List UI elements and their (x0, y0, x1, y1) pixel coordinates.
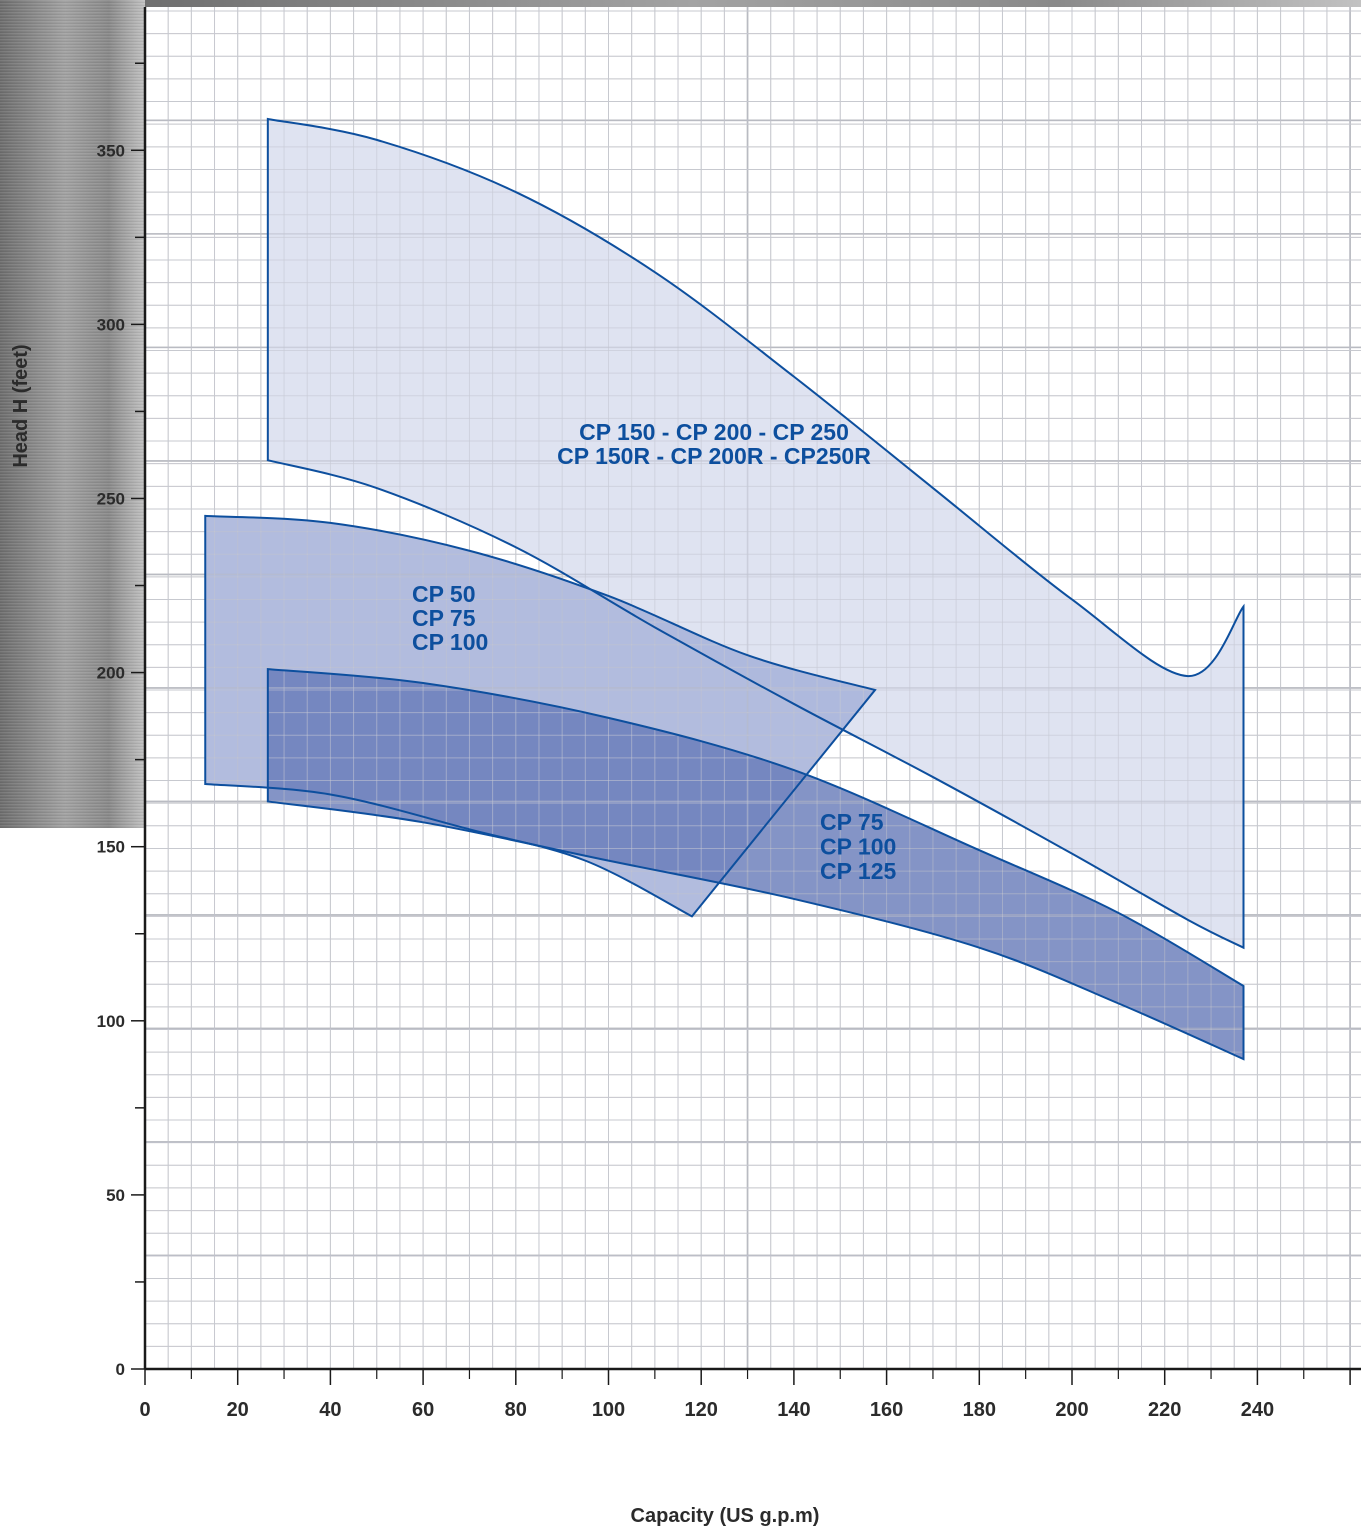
x-tick-label: 160 (870, 1399, 903, 1421)
band-cp50-cp100-label: CP 75 (412, 605, 476, 631)
band-cp75-cp125-fill (267, 669, 1244, 1060)
x-tick-label: 180 (963, 1399, 996, 1421)
x-tick-label: 100 (592, 1399, 625, 1421)
band-cp50-cp100-label: CP 100 (412, 629, 488, 655)
x-tick-label: 80 (505, 1399, 527, 1421)
band-cp150-cp250-outline (266, 117, 1245, 950)
x-tick-label: 240 (1241, 1399, 1274, 1421)
axes: 0 20 40 60 80 100 120 140 160 180 200 220 240 0 50 100 1… (97, 7, 1361, 1421)
x-tick-label: 60 (412, 1399, 434, 1421)
band-cp75-cp125-outline (266, 668, 1245, 1061)
x-tick-label: 20 (227, 1399, 249, 1421)
y-tick-label: 150 (97, 838, 125, 857)
x-tick-label: 200 (1055, 1399, 1088, 1421)
overlay-grid (145, 7, 1361, 1369)
band-cp150-cp250-label: CP 150 - CP 200 - CP 250 (579, 419, 849, 445)
metal-side-panel (0, 0, 1361, 828)
labels: Capacity (US g.p.m) Head H (feet) CP 150 -… (10, 344, 897, 1527)
y-axis-title: Head H (feet) (10, 344, 32, 467)
band-outlines (204, 117, 1245, 1061)
x-tick-label: 0 (139, 1399, 150, 1421)
band-cp75-cp125-label: CP 75 (820, 809, 884, 835)
band-cp150-cp250-fill (267, 118, 1244, 948)
band-cp50-cp100-outline (204, 514, 877, 918)
x-tick-label: 120 (685, 1399, 718, 1421)
y-tick-label: 50 (106, 1186, 125, 1205)
x-tick-label: 140 (777, 1399, 810, 1421)
x-tick-label: 40 (319, 1399, 341, 1421)
x-tick-label: 220 (1148, 1399, 1181, 1421)
y-tick-label: 250 (97, 490, 125, 509)
y-tick-label: 100 (97, 1012, 125, 1031)
y-tick-label: 350 (97, 141, 125, 160)
band-cp150-cp250-label: CP 150R - CP 200R - CP250R (557, 443, 871, 469)
x-axis-title: Capacity (US g.p.m) (631, 1505, 820, 1527)
band-cp75-cp125-label: CP 125 (820, 858, 897, 884)
band-cp50-cp100-label: CP 50 (412, 581, 476, 607)
y-tick-label: 0 (116, 1360, 125, 1379)
y-tick-label: 300 (97, 315, 125, 334)
y-tick-label: 200 (97, 664, 125, 683)
band-cp75-cp125-label: CP 100 (820, 834, 896, 860)
bands (205, 118, 1244, 1060)
